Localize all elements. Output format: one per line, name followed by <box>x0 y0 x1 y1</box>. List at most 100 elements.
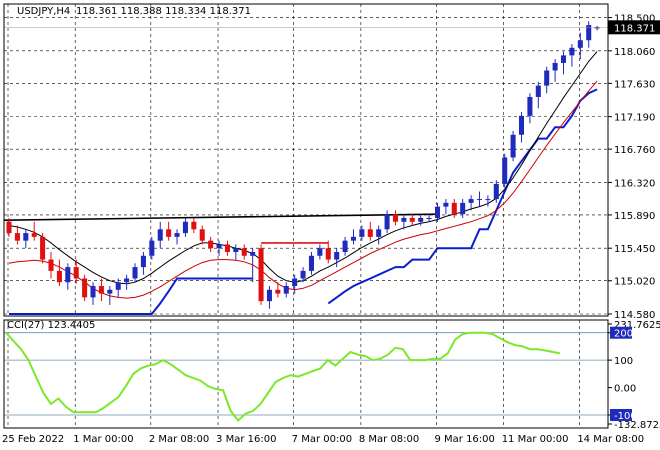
candle-body[interactable] <box>451 202 457 215</box>
candle-body[interactable] <box>124 278 130 283</box>
candle-body[interactable] <box>250 251 256 256</box>
price-y-tick-label: 114.580 <box>614 310 655 321</box>
cci-y-tick-label: 200 <box>614 329 633 340</box>
x-tick-label: 11 Mar 00:00 <box>502 434 569 445</box>
candle-body[interactable] <box>544 70 550 86</box>
candle-body[interactable] <box>552 62 558 71</box>
candle-body[interactable] <box>418 217 424 222</box>
grid <box>4 4 608 428</box>
candle-body[interactable] <box>82 278 88 298</box>
candle-body[interactable] <box>502 157 508 184</box>
resistance-line[interactable] <box>3 213 438 222</box>
candle-body[interactable] <box>6 221 12 234</box>
x-tick-label: 14 Mar 08:00 <box>577 434 644 445</box>
candle-body[interactable] <box>216 244 222 249</box>
candle-body[interactable] <box>65 267 71 283</box>
price-y-tick-label: 117.190 <box>614 113 655 124</box>
candle-body[interactable] <box>485 199 491 201</box>
candle-body[interactable] <box>460 202 466 215</box>
price-pane-frame <box>3 3 609 317</box>
candle-body[interactable] <box>434 206 441 218</box>
candle-body[interactable] <box>359 229 365 237</box>
candle-body[interactable] <box>367 229 373 237</box>
candle-body[interactable] <box>308 255 314 271</box>
cci-line[interactable] <box>5 331 561 422</box>
candle-body[interactable] <box>166 229 172 237</box>
candle-body[interactable] <box>157 229 163 241</box>
candle-body[interactable] <box>107 289 113 294</box>
candle-body[interactable] <box>292 278 298 287</box>
candle-body[interactable] <box>283 286 289 294</box>
candle-body[interactable] <box>233 248 239 252</box>
candle-body[interactable] <box>208 240 214 249</box>
candle-body[interactable] <box>73 267 79 279</box>
candle-body[interactable] <box>325 248 331 260</box>
candle-body[interactable] <box>174 233 180 237</box>
candle-body[interactable] <box>527 96 533 116</box>
candle-body[interactable] <box>23 233 29 241</box>
candle-body[interactable] <box>401 217 407 222</box>
support-line[interactable] <box>9 88 598 315</box>
candle-body[interactable] <box>266 289 272 302</box>
candle-body[interactable] <box>275 289 281 294</box>
price-plot[interactable] <box>3 21 608 315</box>
candle-body[interactable] <box>569 47 575 56</box>
candle-body[interactable] <box>40 236 46 260</box>
candle-body[interactable] <box>241 248 247 256</box>
price-chart-title: USDJPY,H4 <box>17 6 70 17</box>
candle-body[interactable] <box>586 25 592 41</box>
candle-body[interactable] <box>191 221 197 230</box>
x-tick-label: 2 Mar 08:00 <box>149 434 209 445</box>
candle-body[interactable] <box>342 240 348 252</box>
candle-body[interactable] <box>468 199 474 203</box>
candle-body[interactable] <box>149 240 155 256</box>
candle-body[interactable] <box>132 267 138 279</box>
cci-y-tick-label: -100 <box>614 411 637 422</box>
candle-body[interactable] <box>426 217 432 219</box>
candle-body[interactable] <box>594 27 600 29</box>
candle-body[interactable] <box>258 248 264 302</box>
x-tick-label: 25 Feb 2022 <box>2 434 64 445</box>
cci-title: CCI(27) 123.4405 <box>7 320 95 331</box>
candle-body[interactable] <box>48 259 54 271</box>
candle-body[interactable] <box>493 183 499 200</box>
candle-body[interactable] <box>182 221 188 234</box>
candle-body[interactable] <box>56 270 62 283</box>
candle-body[interactable] <box>98 286 104 294</box>
candle-body[interactable] <box>560 55 567 63</box>
candle-body[interactable] <box>199 229 205 241</box>
candle-body[interactable] <box>31 233 37 237</box>
candle-body[interactable] <box>334 251 340 260</box>
candle-body[interactable] <box>300 270 306 279</box>
ma-slow-line[interactable] <box>8 80 598 299</box>
cci-pane-frame <box>3 319 609 429</box>
candle-body[interactable] <box>90 286 96 298</box>
candle-body[interactable] <box>14 233 20 241</box>
price-y-tick-label: 118.500 <box>614 14 655 25</box>
candle-body[interactable] <box>384 214 390 230</box>
candle-body[interactable] <box>409 217 415 222</box>
current-price-box <box>608 20 660 35</box>
candle-body[interactable] <box>443 202 449 207</box>
price-y-tick-label: 115.020 <box>614 277 655 288</box>
cci-y-tick-label: 0.00 <box>614 384 636 395</box>
candle-body[interactable] <box>392 214 398 222</box>
candle-body[interactable] <box>577 40 583 48</box>
candle-body[interactable] <box>510 134 516 158</box>
candle-body[interactable] <box>317 248 323 256</box>
candle-body[interactable] <box>115 282 121 290</box>
cci-level-badge <box>610 326 632 339</box>
candle-body[interactable] <box>140 255 146 268</box>
price-y-tick-label: 116.760 <box>614 145 655 156</box>
candle-body[interactable] <box>224 244 230 252</box>
candle-body[interactable] <box>518 115 525 135</box>
candle-body[interactable] <box>376 229 382 237</box>
cci-level-badge <box>610 408 632 421</box>
candle-body[interactable] <box>535 85 541 97</box>
candle-body[interactable] <box>350 236 356 241</box>
cci-plot[interactable] <box>4 331 608 422</box>
x-tick-label: 1 Mar 00:00 <box>73 434 133 445</box>
candle-body[interactable] <box>476 199 483 201</box>
price-y-tick-label: 118.060 <box>614 47 655 58</box>
